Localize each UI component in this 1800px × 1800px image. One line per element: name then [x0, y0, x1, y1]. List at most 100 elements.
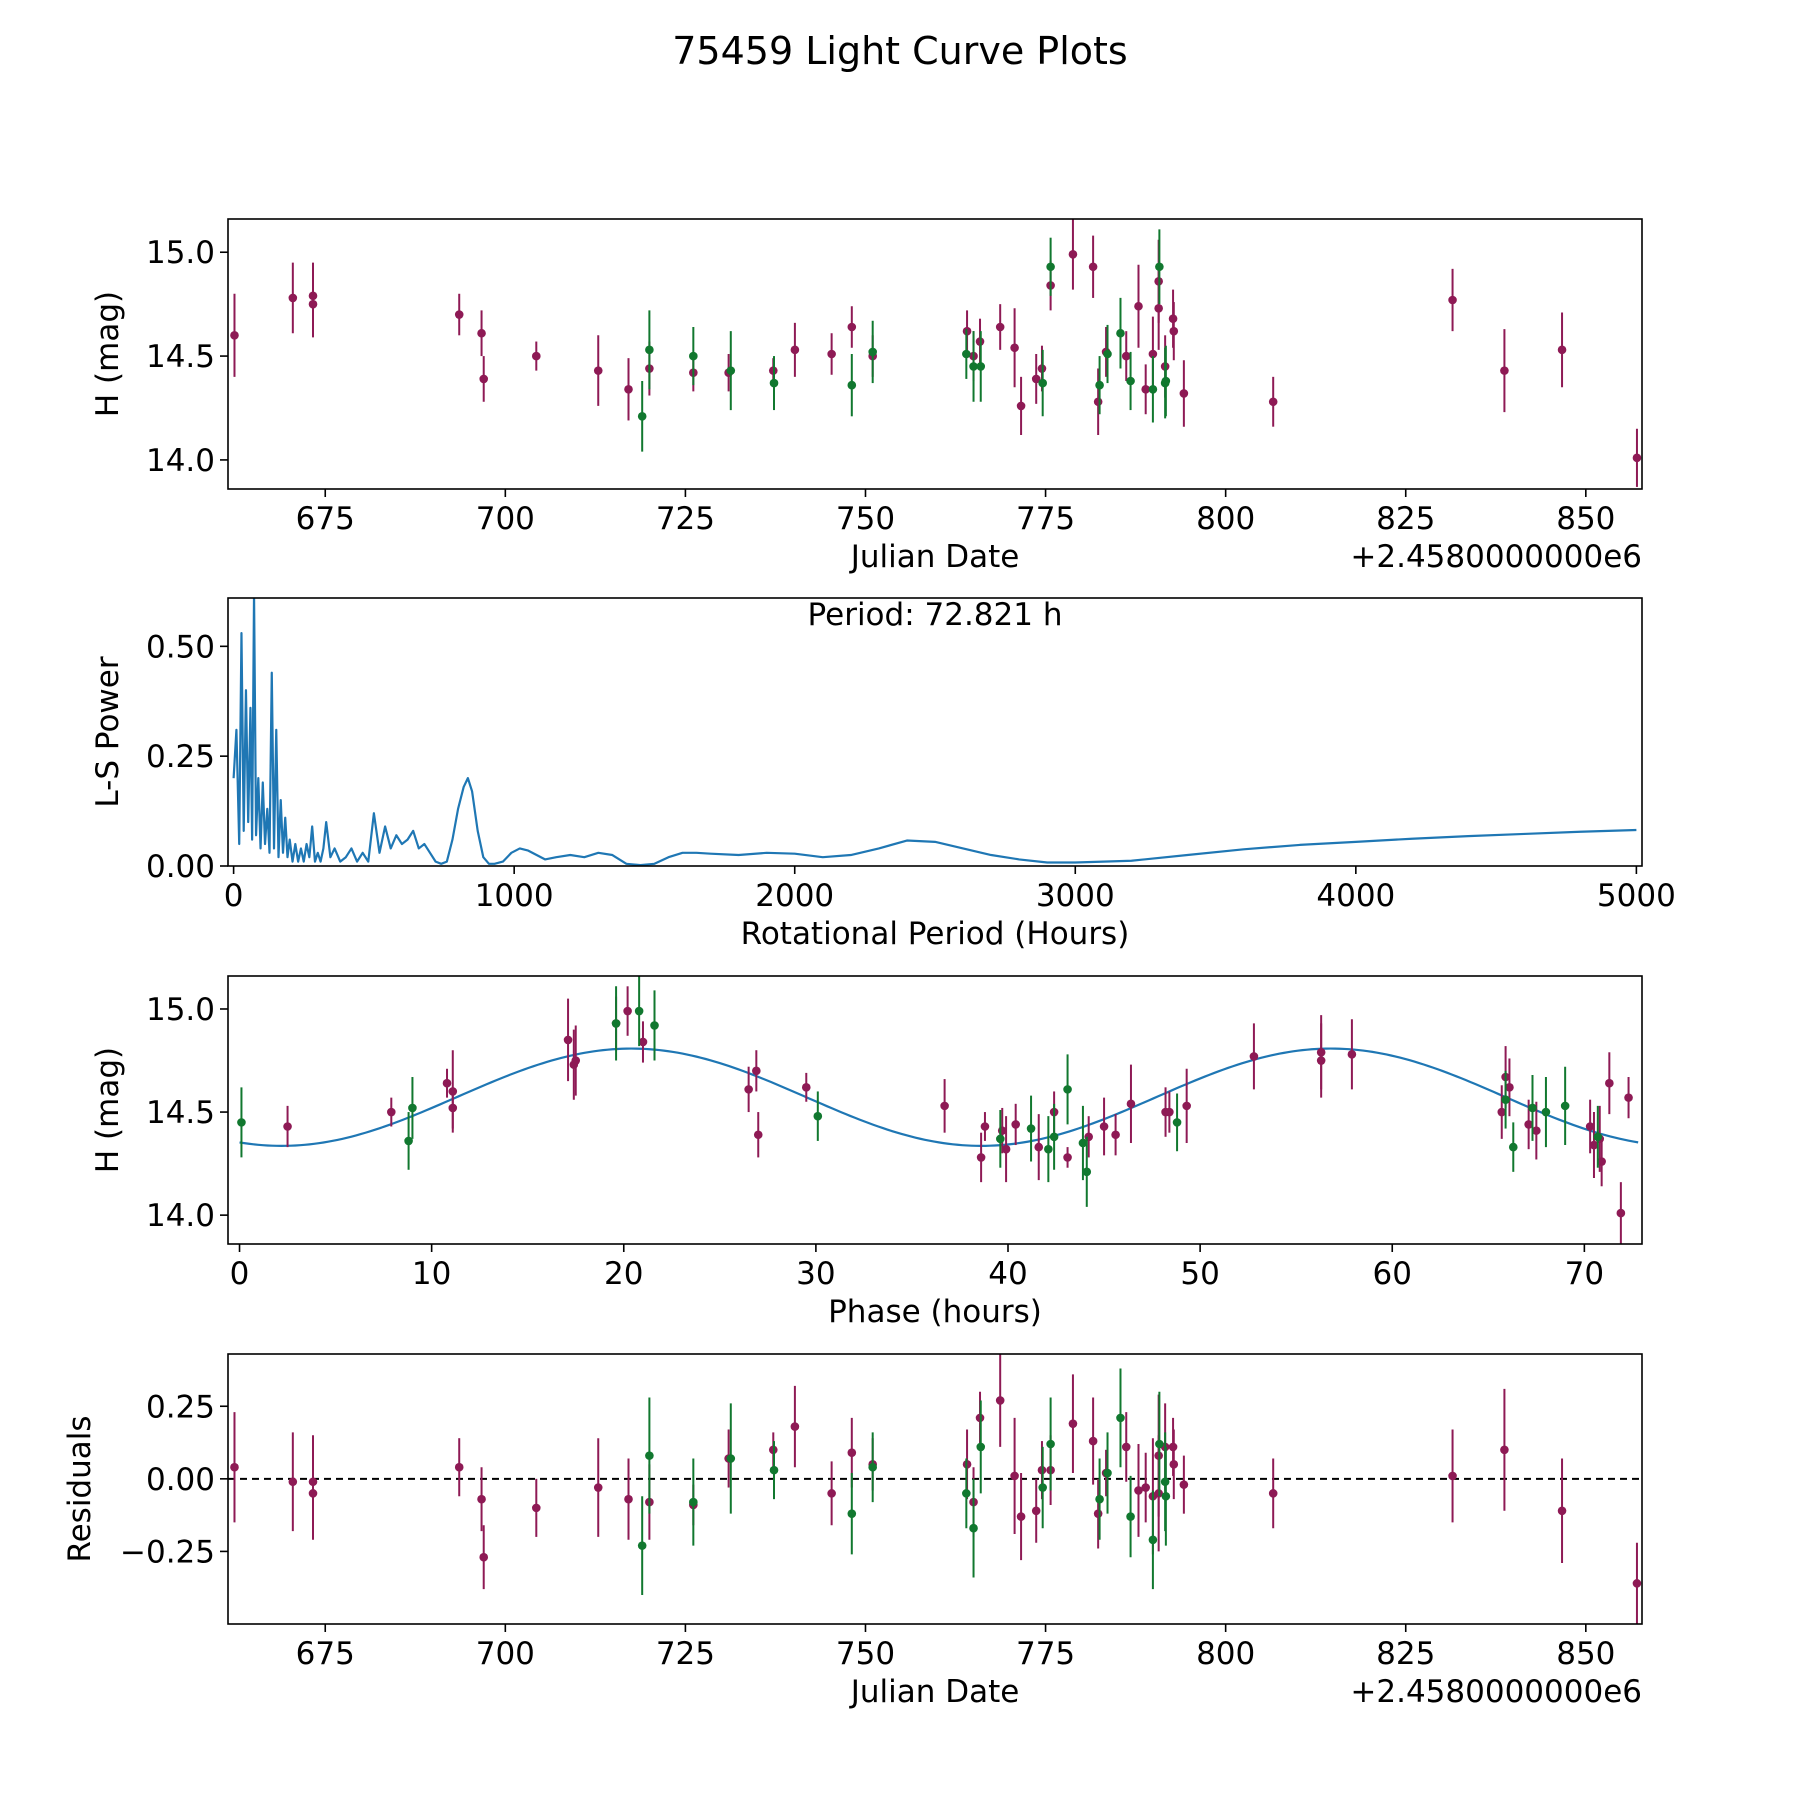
g-band-point — [650, 1021, 659, 1030]
r-band-point — [1557, 1506, 1567, 1516]
y-axis-label: H (mag) — [90, 1047, 126, 1173]
y-tick-label: 0.25 — [146, 1389, 215, 1425]
phased-plot-area — [237, 976, 1639, 1244]
r-band-point — [1141, 1483, 1150, 1492]
r-band-point — [1589, 1140, 1599, 1150]
x-offset-label: +2.4580000000e6 — [1350, 1674, 1642, 1710]
g-band-point — [1049, 1132, 1059, 1142]
r-band-point — [571, 1056, 581, 1065]
r-band-point — [1624, 1093, 1633, 1102]
periodogram-panel: 0 1000 2000 3000 4000 5000 0.00 0.25 0.50 Rotatio… — [90, 597, 1676, 952]
g-band-point — [1528, 1103, 1537, 1113]
r-band-point — [976, 1153, 986, 1162]
x-tick-label: 675 — [296, 1636, 355, 1672]
g-band-point — [1095, 1494, 1104, 1504]
g-band-point — [237, 1118, 246, 1127]
g-band-point — [847, 1509, 857, 1518]
g-band-point — [1095, 380, 1104, 390]
g-band-point — [1103, 349, 1112, 359]
y-axis-label: Residuals — [62, 1415, 98, 1562]
r-band-point — [454, 1462, 464, 1472]
x-tick-label: 800 — [1196, 501, 1255, 537]
y-tick-label: 14.5 — [146, 339, 215, 375]
r-band-point — [1497, 1107, 1507, 1117]
g-band-point — [1126, 1512, 1135, 1521]
g-band-point — [726, 1454, 736, 1463]
r-band-point — [1632, 1579, 1642, 1588]
r-band-point — [1134, 301, 1143, 311]
r-band-point — [1179, 389, 1189, 398]
r-band-point — [1099, 1122, 1109, 1131]
g-band-point — [1116, 328, 1125, 338]
g-band-point — [1541, 1107, 1551, 1117]
figure-title: 75459 Light Curve Plots — [672, 29, 1127, 73]
x-tick-label: 725 — [656, 501, 715, 537]
r-band-point — [531, 1503, 541, 1513]
g-band-point — [637, 1541, 647, 1550]
y-tick-label: 15.0 — [146, 992, 215, 1028]
r-band-point — [1268, 397, 1278, 407]
phased-lightcurve-panel: 0 10 20 30 40 50 60 70 14.0 14.5 15.0 Phase (hours)… — [90, 975, 1643, 1330]
g-band-point — [689, 351, 698, 361]
r-band-point — [230, 1462, 239, 1472]
x-tick-label: 70 — [1565, 1256, 1604, 1292]
r-band-point — [847, 1448, 857, 1458]
g-band-point — [1161, 1491, 1171, 1501]
x-offset-label: +2.4580000000e6 — [1350, 539, 1642, 575]
r-band-point — [442, 1078, 452, 1088]
g-band-point — [969, 1523, 978, 1533]
r-band-point — [1121, 1442, 1131, 1452]
g-band-point — [408, 1103, 417, 1113]
x-axis-label: Julian Date — [849, 539, 1020, 575]
g-band-point — [1026, 1124, 1036, 1133]
x-tick-label: 0 — [230, 1256, 250, 1292]
g-band-point — [868, 1462, 877, 1472]
x-tick-label: 675 — [296, 501, 355, 537]
lightcurve-plot-area — [230, 219, 1642, 487]
r-band-point — [1249, 1052, 1259, 1061]
y-tick-label: 15.0 — [146, 235, 215, 271]
r-band-point — [1034, 1142, 1044, 1152]
r-band-point — [1585, 1122, 1595, 1131]
g-band-point — [962, 1489, 971, 1498]
r-band-point — [1616, 1208, 1626, 1218]
y-tick-label: 14.5 — [146, 1095, 215, 1131]
g-band-point — [1046, 262, 1055, 272]
r-band-point — [288, 1477, 298, 1487]
r-band-point — [448, 1103, 458, 1113]
x-tick-label: 725 — [656, 1636, 715, 1672]
r-band-point — [1093, 397, 1103, 407]
periodogram-axes-frame — [227, 597, 1643, 867]
x-tick-label: 850 — [1556, 1636, 1615, 1672]
g-band-point — [969, 362, 978, 371]
x-tick-label: 10 — [412, 1256, 451, 1292]
r-band-point — [1169, 1460, 1179, 1469]
g-band-point — [645, 345, 654, 355]
r-band-point — [230, 331, 239, 340]
g-band-point — [1508, 1142, 1518, 1152]
g-band-point — [1078, 1138, 1088, 1148]
r-band-point — [847, 322, 857, 332]
x-tick-label: 40 — [988, 1256, 1027, 1292]
r-band-point — [1532, 1126, 1541, 1135]
g-band-point — [637, 412, 647, 421]
r-band-point — [1121, 351, 1131, 361]
r-band-point — [1505, 1083, 1514, 1092]
r-band-point — [1111, 1130, 1120, 1140]
g-band-point — [996, 1134, 1005, 1144]
r-band-point — [1524, 1120, 1533, 1129]
g-band-point — [868, 347, 877, 357]
x-tick-label: 50 — [1180, 1256, 1219, 1292]
r-band-point — [563, 1035, 573, 1045]
x-tick-label: 30 — [796, 1256, 835, 1292]
x-axis-label: Phase (hours) — [828, 1294, 1042, 1330]
r-band-point — [1597, 1157, 1606, 1166]
r-band-point — [1134, 1486, 1143, 1495]
g-band-point — [1126, 376, 1135, 386]
r-band-point — [1448, 295, 1457, 305]
g-band-point — [769, 378, 779, 388]
r-band-point — [1605, 1078, 1614, 1088]
r-band-point — [744, 1085, 753, 1094]
x-tick-label: 800 — [1196, 1636, 1255, 1672]
r-band-point — [1063, 1153, 1072, 1162]
